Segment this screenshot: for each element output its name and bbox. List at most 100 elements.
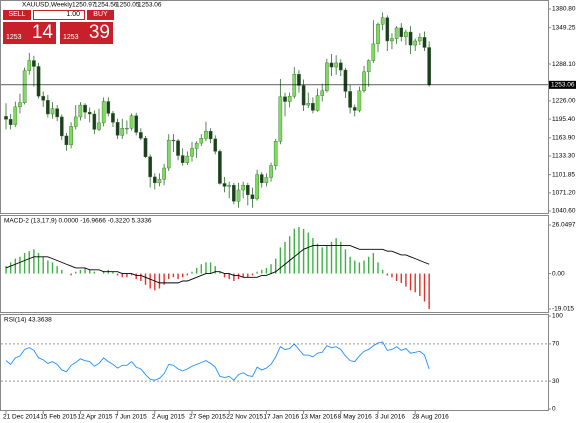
sell-price-pips: 14 [31, 22, 53, 43]
candle-body [427, 47, 431, 86]
candle-body [297, 73, 301, 86]
candle-body [334, 62, 338, 68]
y-tick-label: 1071.20 [552, 190, 576, 197]
candle-body [343, 69, 348, 92]
price-panel [0, 0, 549, 214]
y-tick-label: 1163.90 [552, 135, 575, 142]
x-tick-label: 27 Sep 2015 [189, 414, 226, 421]
candle-body [264, 177, 269, 184]
y-tick-label: 70 [552, 341, 560, 348]
x-tick-label: 8 May 2016 [338, 414, 372, 421]
candle-body [232, 185, 236, 202]
buy-button[interactable]: BUY [87, 10, 114, 20]
buy-price-main: 1253 [63, 34, 79, 41]
candle-body [413, 40, 418, 46]
candle-body [339, 62, 343, 71]
candle-body [352, 107, 357, 111]
candle-body [92, 113, 97, 130]
candle-body [422, 37, 427, 48]
candle-body [245, 185, 250, 195]
candle-body [385, 17, 390, 42]
candle-body [227, 185, 232, 187]
candle-body [22, 70, 27, 103]
x-tick-label: 12 Apr 2015 [77, 414, 112, 421]
candle-body [283, 96, 287, 102]
candle-body [83, 104, 87, 113]
candle-body [180, 155, 185, 163]
candle-body [143, 138, 148, 157]
y-tick-label: -19.015 [552, 306, 574, 313]
x-tick-label: 3 Jul 2016 [375, 414, 405, 421]
y-tick-label: 0 [552, 406, 556, 413]
y-tick-label: 1380.80 [552, 6, 576, 13]
rsi-title: RSI(14) 43.3638 [4, 317, 52, 324]
candle-body [125, 128, 129, 130]
candle-body [390, 38, 394, 42]
sell-price-main: 1253 [6, 34, 22, 41]
symbol-title: XAUUSD,Weekly [22, 2, 73, 9]
candle-body [185, 155, 190, 163]
candle-body [376, 24, 380, 45]
candle-body [106, 101, 111, 114]
candle-body [46, 100, 50, 115]
candle-body [380, 17, 385, 25]
candle-body [320, 90, 325, 96]
candle-body [162, 167, 166, 180]
candle-body [134, 115, 139, 133]
x-tick-label: 2 Aug 2015 [152, 414, 185, 421]
buy-price[interactable]: 1253 39 [60, 22, 113, 44]
y-tick-label: 0.00 [552, 270, 565, 277]
candle-body [204, 130, 208, 139]
candle-body [213, 138, 218, 152]
candle-body [41, 95, 45, 101]
candle-body [115, 122, 120, 136]
candle-body [329, 62, 334, 68]
candle-body [236, 189, 241, 202]
candle-body [306, 103, 311, 106]
candle-body [32, 60, 36, 67]
sell-price[interactable]: 1253 14 [3, 22, 56, 44]
candle-body [250, 194, 255, 200]
sell-button[interactable]: SELL [3, 10, 31, 20]
candle-body [176, 140, 180, 156]
candle-body [325, 62, 329, 92]
candle-body [152, 176, 157, 184]
candle-body [27, 60, 32, 71]
x-tick-label: 13 Mar 2016 [301, 414, 338, 421]
x-tick-label: 15 Feb 2015 [40, 414, 77, 421]
candle-body [157, 179, 162, 184]
candle-body [129, 115, 134, 129]
candle-body [278, 96, 283, 142]
y-tick-label: 1349.25 [552, 24, 576, 31]
x-tick-label: 22 Nov 2015 [226, 414, 263, 421]
candle-body [357, 90, 362, 111]
indicator-line [5, 341, 430, 381]
y-tick-label: 30 [552, 378, 560, 385]
candle-body [69, 126, 73, 146]
rsi-panel [0, 314, 549, 411]
candle-body [404, 31, 408, 37]
candle-body [394, 27, 399, 39]
header-value: 1250.05 [116, 2, 140, 9]
candle-body [194, 142, 199, 149]
candle-body [190, 148, 194, 157]
candle-body [218, 151, 222, 184]
candle-body [199, 138, 204, 144]
candle-body [78, 104, 83, 118]
candle-body [166, 139, 171, 169]
current-price-box [549, 80, 576, 89]
current-price-label: 1253.06 [551, 82, 575, 89]
x-tick-label: 7 Jun 2015 [115, 414, 148, 421]
candle-body [362, 71, 366, 92]
lot-input[interactable]: 1.00 [33, 10, 85, 20]
candle-body [64, 135, 69, 146]
candle-body [287, 95, 292, 102]
candle-body [371, 43, 376, 61]
candle-body [13, 106, 18, 125]
candle-body [418, 37, 422, 42]
y-tick-label: 1288.10 [552, 61, 576, 68]
y-tick-label: 26.0497 [552, 222, 576, 229]
candle-body [101, 101, 106, 124]
candle-body [4, 116, 8, 120]
candle-body [241, 185, 245, 191]
